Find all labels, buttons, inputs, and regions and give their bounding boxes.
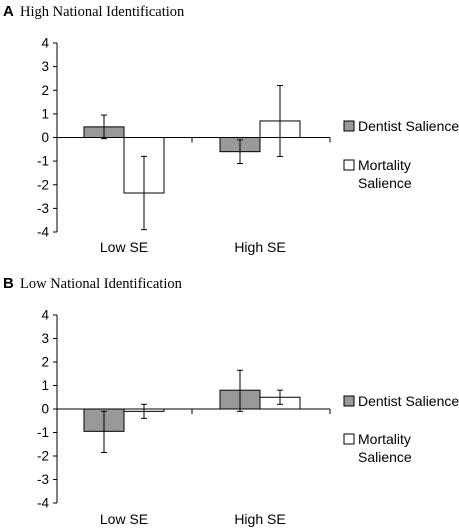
- y-tick-label: -3: [37, 472, 49, 487]
- y-tick-label: 3: [41, 331, 49, 346]
- y-tick-label: -2: [37, 177, 49, 192]
- legend-a-dentist-swatch: [343, 120, 355, 132]
- legend-b: Dentist Salience Mortality Salience: [343, 393, 459, 465]
- panel-b: B Low National Identification 4 3 2 1 0 -1 -2 -…: [3, 275, 459, 527]
- legend-b-mortality-label-line1: Mortality: [358, 431, 411, 447]
- legend-b-mortality-label-line2: Salience: [358, 449, 412, 465]
- x-category-label: Low SE: [100, 239, 148, 255]
- legend-a-mortality-swatch: [343, 159, 355, 171]
- x-category-label: High SE: [234, 239, 285, 255]
- legend-a-mortality-label-line1: Mortality: [358, 157, 411, 173]
- y-tick-label: 2: [41, 83, 49, 98]
- y-tick-label: 0: [41, 130, 49, 145]
- x-category-label: Low SE: [100, 511, 148, 527]
- panel-a: A High National Identification 4 3 2 1 0 -1 -2…: [3, 3, 459, 255]
- legend-b-mortality-swatch: [343, 433, 355, 445]
- legend-b-dentist-label: Dentist Salience: [358, 393, 459, 409]
- panel-b-letter: B: [3, 275, 14, 292]
- plot-a: 4 3 2 1 0 -1 -2 -3 -4 Low SE High SE: [37, 36, 331, 255]
- y-tick-label: -2: [37, 449, 49, 464]
- y-tick-label: 4: [41, 36, 49, 51]
- panel-a-letter: A: [3, 3, 14, 20]
- y-tick-label: -1: [37, 425, 49, 440]
- panel-a-title: High National Identification: [20, 4, 185, 20]
- legend-a-dentist-label: Dentist Salience: [358, 118, 459, 134]
- y-tick-label: 3: [41, 59, 49, 74]
- y-tick-label: -3: [37, 201, 49, 216]
- legend-a-mortality-label-line2: Salience: [358, 175, 412, 191]
- y-tick-label: -1: [37, 154, 49, 169]
- y-tick-label: 1: [41, 106, 49, 121]
- y-tick-label: 1: [41, 378, 49, 393]
- y-tick-label: -4: [37, 496, 49, 511]
- legend-b-dentist-swatch: [343, 395, 355, 407]
- legend-a: Dentist Salience Mortality Salience: [343, 118, 459, 191]
- x-category-label: High SE: [234, 511, 285, 527]
- y-tick-label: 2: [41, 355, 49, 370]
- y-tick-label: 0: [41, 402, 49, 417]
- y-tick-label: -4: [37, 225, 49, 240]
- y-tick-label: 4: [41, 308, 49, 323]
- plot-b: 4 3 2 1 0 -1 -2 -3 -4 Low SE High SE: [37, 308, 331, 527]
- panel-b-title: Low National Identification: [20, 276, 183, 292]
